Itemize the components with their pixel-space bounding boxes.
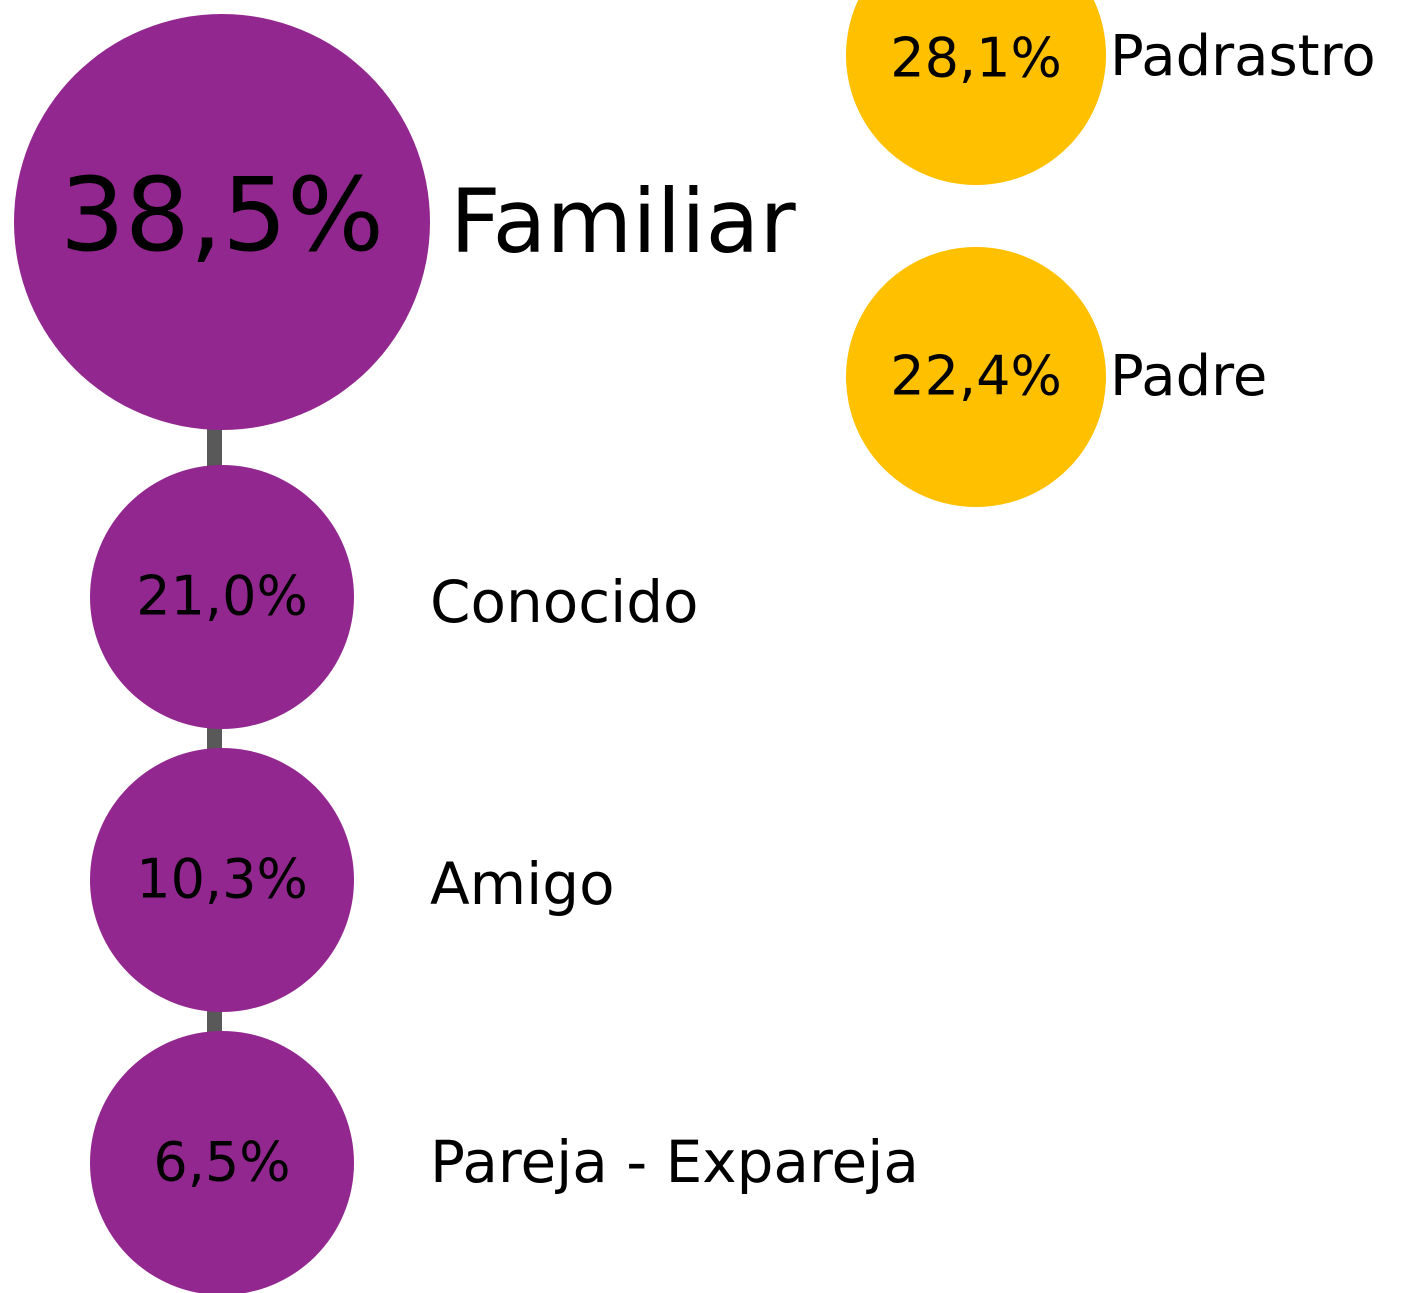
node-value: 6,5% bbox=[153, 1131, 290, 1194]
sub-node-label: Padrastro bbox=[1110, 24, 1376, 89]
sub-node-circle bbox=[846, 0, 1106, 185]
node-circle bbox=[90, 748, 354, 1012]
sub-node-value: 22,4% bbox=[890, 345, 1062, 408]
node-label: Conocido bbox=[430, 568, 699, 636]
sub-node-label: Padre bbox=[1110, 344, 1267, 409]
node-value: 21,0% bbox=[136, 565, 308, 628]
node-circle bbox=[90, 465, 354, 729]
sub-node-circle bbox=[846, 247, 1106, 507]
node-circle bbox=[14, 14, 430, 430]
sub-node-value: 28,1% bbox=[890, 27, 1062, 90]
node-label: Pareja - Expareja bbox=[430, 1128, 919, 1196]
node-circle bbox=[90, 1031, 354, 1293]
node-label: Amigo bbox=[430, 850, 615, 918]
node-value: 38,5% bbox=[60, 156, 384, 275]
node-label: Familiar bbox=[450, 170, 796, 273]
node-value: 10,3% bbox=[136, 848, 308, 911]
